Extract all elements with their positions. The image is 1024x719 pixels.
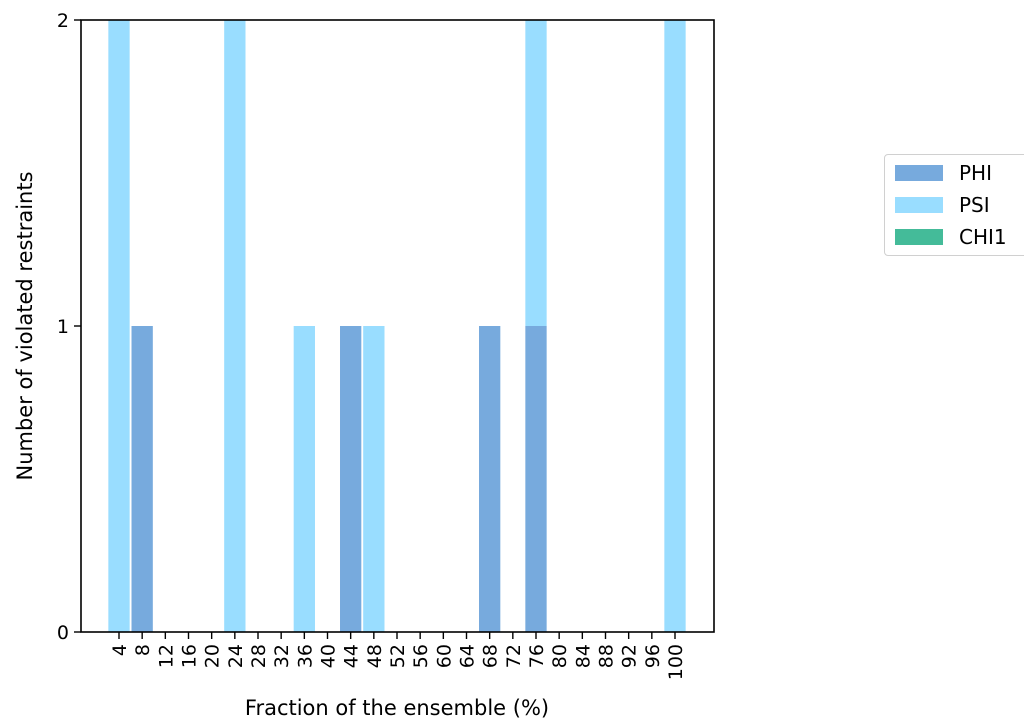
x-tick-label-48: 48 [364, 644, 386, 668]
x-tick-label-16: 16 [179, 644, 201, 668]
legend-swatch-psi [895, 197, 943, 213]
bar-psi-24 [224, 20, 246, 632]
legend-label-phi: PHI [959, 161, 992, 185]
legend-label-psi: PSI [959, 193, 990, 217]
legend-item-chi1: CHI1 [895, 225, 1007, 249]
x-tick-label-92: 92 [619, 644, 641, 668]
x-tick-label-56: 56 [410, 644, 432, 668]
bar-psi-36 [293, 326, 315, 632]
x-tick-label-64: 64 [457, 644, 479, 668]
y-tick-label-1: 1 [57, 316, 69, 338]
bars-group [108, 20, 686, 632]
x-axis-label: Fraction of the ensemble (%) [245, 696, 549, 719]
bar-phi-68 [479, 326, 501, 632]
bar-phi-8 [131, 326, 153, 632]
x-tick-label-76: 76 [526, 644, 548, 668]
x-tick-label-32: 32 [271, 644, 293, 668]
x-tick-label-88: 88 [596, 644, 618, 668]
bar-phi-76 [525, 326, 547, 632]
bar-psi-76 [525, 20, 547, 326]
bar-phi-44 [340, 326, 362, 632]
x-tick-label-100: 100 [665, 644, 687, 680]
y-tick-label-0: 0 [57, 622, 69, 644]
legend-item-psi: PSI [895, 193, 990, 217]
x-tick-label-96: 96 [642, 644, 664, 668]
x-tick-label-84: 84 [572, 644, 594, 668]
y-axis-label: Number of violated restraints [13, 171, 37, 480]
x-tick-label-20: 20 [202, 644, 224, 668]
x-axis: 4 8 12 16 20 24 28 32 36 40 44 48 52 56 60 64 68 72 76 80 84… [109, 632, 687, 680]
x-tick-label-8: 8 [132, 644, 154, 656]
legend-label-chi1: CHI1 [959, 225, 1007, 249]
bar-psi-4 [108, 20, 130, 632]
plot-frame [80, 19, 715, 633]
x-tick-label-68: 68 [480, 644, 502, 668]
x-tick-label-72: 72 [503, 644, 525, 668]
legend-swatch-chi1 [895, 229, 943, 245]
x-tick-label-4: 4 [109, 644, 131, 656]
legend-swatch-phi [895, 165, 943, 181]
x-tick-label-28: 28 [248, 644, 270, 668]
y-tick-label-2: 2 [57, 10, 69, 32]
legend-item-phi: PHI [895, 161, 992, 185]
legend: PHI PSI CHI1 [884, 154, 1024, 256]
bar-psi-100 [664, 20, 686, 632]
y-axis: 0 1 2 [57, 10, 81, 644]
x-tick-label-52: 52 [387, 644, 409, 668]
x-tick-label-80: 80 [549, 644, 571, 668]
x-tick-label-40: 40 [318, 644, 340, 668]
x-tick-label-44: 44 [341, 644, 363, 668]
x-tick-label-60: 60 [433, 644, 455, 668]
x-tick-label-24: 24 [225, 644, 247, 668]
bar-psi-48 [363, 326, 385, 632]
x-tick-label-36: 36 [294, 644, 316, 668]
x-tick-label-12: 12 [155, 644, 177, 668]
